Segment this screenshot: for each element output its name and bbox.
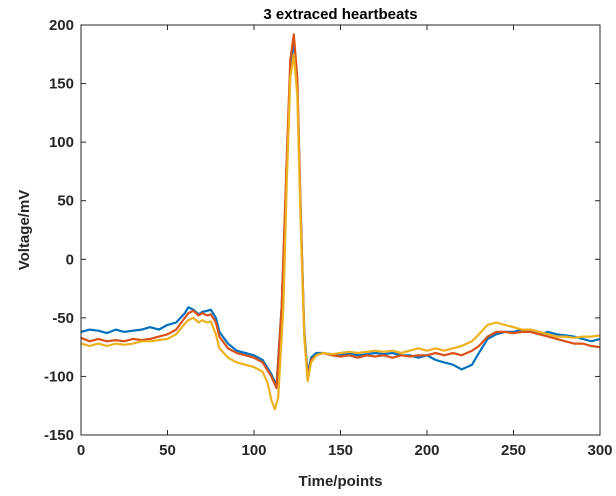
y-tick-label: 150 xyxy=(49,76,74,93)
y-tick-label: 50 xyxy=(57,193,74,210)
x-tick-label: 150 xyxy=(328,442,353,459)
series-line-3 xyxy=(80,53,601,411)
y-tick-label: 200 xyxy=(49,17,74,34)
y-tick-label: -100 xyxy=(44,368,74,385)
chart-title: 3 extraced heartbeats xyxy=(263,6,417,23)
y-tick-label: -50 xyxy=(52,310,74,327)
y-tick-label: 100 xyxy=(49,134,74,151)
x-tick-label: 100 xyxy=(241,442,266,459)
x-tick-label: 0 xyxy=(77,442,85,459)
x-tick-label: 200 xyxy=(414,442,439,459)
x-axis-title: Time/points xyxy=(299,473,383,490)
y-tick-label: -150 xyxy=(44,427,74,444)
plot-area xyxy=(81,25,600,435)
x-tick-label: 50 xyxy=(159,442,176,459)
tick-layer: 0 50 100 150 200 250 300 -150 -100 -50 0 50 100 150 20… xyxy=(44,17,613,459)
x-tick-label: 250 xyxy=(501,442,526,459)
x-tick-label: 300 xyxy=(587,442,612,459)
y-axis-title: Voltage/mV xyxy=(16,190,33,271)
y-tick-label: 0 xyxy=(66,251,74,268)
series-layer xyxy=(80,33,601,411)
